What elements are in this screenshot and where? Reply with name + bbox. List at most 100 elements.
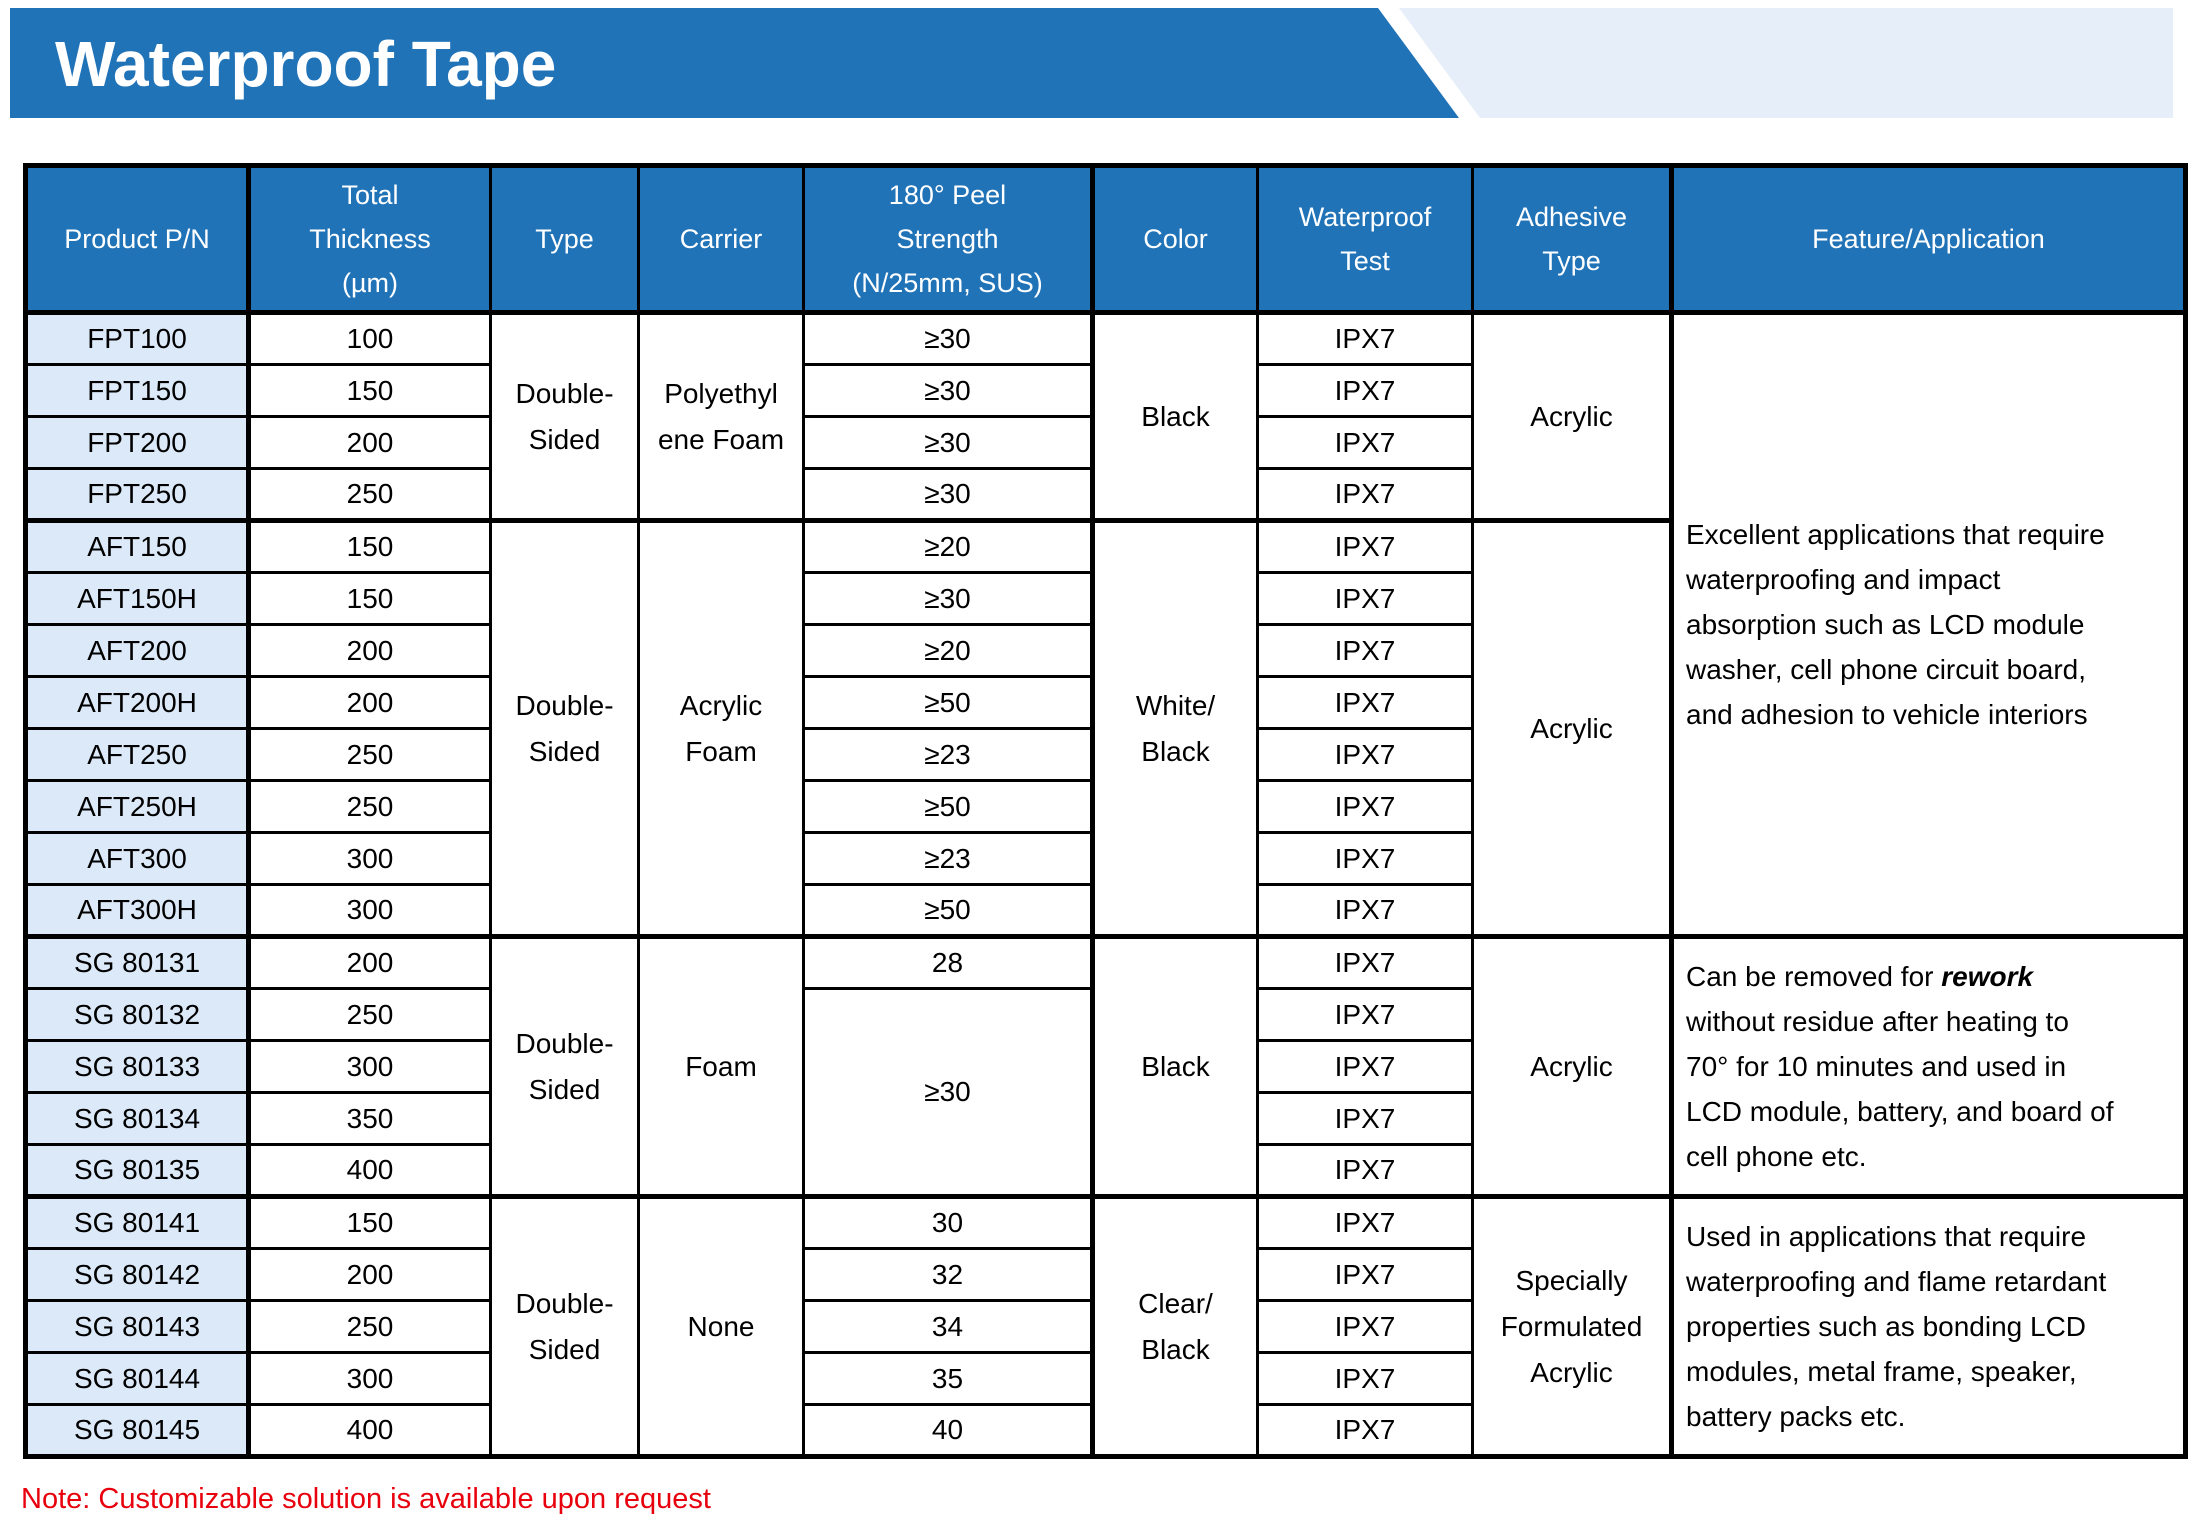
cell-color: Black bbox=[1091, 934, 1259, 1198]
cell-test: IPX7 bbox=[1256, 831, 1474, 886]
cell-test: IPX7 bbox=[1256, 623, 1474, 678]
cell-thickness: 250 bbox=[247, 1299, 492, 1354]
cell-pn: AFT300 bbox=[24, 831, 251, 886]
cell-adhesive: Acrylic bbox=[1471, 518, 1674, 938]
cell-thickness: 250 bbox=[247, 987, 492, 1042]
cell-test: IPX7 bbox=[1256, 934, 1474, 990]
col-header-adhesive-type: Adhesive Type bbox=[1471, 164, 1674, 315]
cell-test: IPX7 bbox=[1256, 1351, 1474, 1406]
col-header-carrier: Carrier bbox=[637, 164, 805, 315]
cell-carrier: Foam bbox=[637, 934, 805, 1198]
cell-test: IPX7 bbox=[1256, 363, 1474, 418]
cell-type: Double- Sided bbox=[489, 1194, 640, 1458]
cell-feature: Excellent applications that require wate… bbox=[1670, 311, 2187, 938]
cell-thickness: 300 bbox=[247, 1039, 492, 1094]
cell-test: IPX7 bbox=[1256, 518, 1474, 574]
cell-test: IPX7 bbox=[1256, 883, 1474, 938]
table-row: SG 80134 350 IPX7 bbox=[24, 1091, 2186, 1146]
table-row: SG 80135 400 IPX7 bbox=[24, 1143, 2186, 1198]
cell-adhesive: Acrylic bbox=[1471, 311, 1674, 522]
table-row: SG 80143 250 34 IPX7 bbox=[24, 1299, 2186, 1354]
cell-color: Black bbox=[1091, 311, 1259, 522]
cell-carrier: Polyethyl ene Foam bbox=[637, 311, 805, 522]
cell-peel: ≥23 bbox=[802, 727, 1095, 782]
cell-test: IPX7 bbox=[1256, 1299, 1474, 1354]
table-row: AFT250H 250 ≥50 IPX7 bbox=[24, 779, 2186, 834]
cell-thickness: 200 bbox=[247, 415, 492, 470]
cell-pn: FPT200 bbox=[24, 415, 251, 470]
cell-pn: SG 80135 bbox=[24, 1143, 251, 1198]
cell-peel: ≥20 bbox=[802, 518, 1095, 574]
cell-peel-merged: ≥30 bbox=[802, 987, 1095, 1198]
cell-pn: AFT300H bbox=[24, 883, 251, 938]
cell-peel: 30 bbox=[802, 1194, 1095, 1250]
cell-thickness: 300 bbox=[247, 831, 492, 886]
note-text: Note: Customizable solution is available… bbox=[21, 1483, 711, 1515]
cell-test: IPX7 bbox=[1256, 1247, 1474, 1302]
cell-type: Double- Sided bbox=[489, 518, 640, 938]
cell-thickness: 250 bbox=[247, 467, 492, 522]
cell-thickness: 100 bbox=[247, 311, 492, 366]
table-row: SG 80131 200 Double- Sided Foam 28 Black… bbox=[24, 934, 2187, 1198]
cell-peel: ≥30 bbox=[802, 415, 1095, 470]
cell-pn: AFT200H bbox=[24, 675, 251, 730]
cell-peel: 34 bbox=[802, 1299, 1095, 1354]
col-header-product-pn: Product P/N bbox=[24, 164, 251, 315]
banner-blue-shape bbox=[10, 8, 1459, 118]
cell-peel: 40 bbox=[802, 1403, 1095, 1458]
table-row: AFT250 250 ≥23 IPX7 bbox=[24, 727, 2186, 782]
cell-pn: AFT250H bbox=[24, 779, 251, 834]
cell-thickness: 150 bbox=[247, 518, 492, 574]
cell-peel: ≥23 bbox=[802, 831, 1095, 886]
table-row: FPT100 100 Double- Sided Polyethyl ene F… bbox=[24, 311, 2187, 938]
table-row: AFT300 300 ≥23 IPX7 bbox=[24, 831, 2186, 886]
cell-test: IPX7 bbox=[1256, 415, 1474, 470]
cell-pn: SG 80144 bbox=[24, 1351, 251, 1406]
banner-accent-shape bbox=[1399, 8, 2173, 118]
table-row: SG 80142 200 32 IPX7 bbox=[24, 1247, 2186, 1302]
cell-pn: SG 80141 bbox=[24, 1194, 251, 1250]
cell-feature: Can be removed for rework without residu… bbox=[1670, 934, 2187, 1198]
cell-pn: FPT250 bbox=[24, 467, 251, 522]
cell-thickness: 400 bbox=[247, 1143, 492, 1198]
cell-thickness: 200 bbox=[247, 623, 492, 678]
cell-peel: ≥30 bbox=[802, 467, 1095, 522]
col-header-peel-strength: 180° Peel Strength (N/25mm, SUS) bbox=[802, 164, 1095, 315]
cell-test: IPX7 bbox=[1256, 1194, 1474, 1250]
cell-pn: SG 80132 bbox=[24, 987, 251, 1042]
cell-carrier: None bbox=[637, 1194, 805, 1458]
cell-pn: SG 80131 bbox=[24, 934, 251, 990]
cell-type: Double- Sided bbox=[489, 311, 640, 522]
cell-thickness: 200 bbox=[247, 1247, 492, 1302]
cell-test: IPX7 bbox=[1256, 311, 1474, 366]
cell-pn: SG 80142 bbox=[24, 1247, 251, 1302]
table-row: SG 80145 400 40 IPX7 bbox=[24, 1403, 2186, 1458]
cell-pn: FPT150 bbox=[24, 363, 251, 418]
table-row: SG 80132 250 ≥30 IPX7 bbox=[24, 987, 2186, 1198]
cell-thickness: 250 bbox=[247, 779, 492, 834]
cell-pn: FPT100 bbox=[24, 311, 251, 366]
col-header-type: Type bbox=[489, 164, 640, 315]
cell-peel: 35 bbox=[802, 1351, 1095, 1406]
cell-pn: SG 80133 bbox=[24, 1039, 251, 1094]
table-row: AFT300H 300 ≥50 IPX7 bbox=[24, 883, 2186, 938]
table-row: SG 80144 300 35 IPX7 bbox=[24, 1351, 2186, 1406]
cell-thickness: 150 bbox=[247, 363, 492, 418]
cell-peel: ≥50 bbox=[802, 883, 1095, 938]
table-row: FPT200 200 ≥30 IPX7 bbox=[24, 415, 2186, 470]
cell-pn: AFT150 bbox=[24, 518, 251, 574]
cell-test: IPX7 bbox=[1256, 727, 1474, 782]
cell-peel: ≥50 bbox=[802, 779, 1095, 834]
page-title: Waterproof Tape bbox=[55, 28, 557, 100]
cell-peel: 32 bbox=[802, 1247, 1095, 1302]
cell-color: White/ Black bbox=[1091, 518, 1259, 938]
title-banner: Waterproof Tape bbox=[10, 8, 2173, 118]
cell-test: IPX7 bbox=[1256, 779, 1474, 834]
col-header-feature: Feature/Application bbox=[1670, 164, 2187, 315]
cell-feature: Used in applications that require waterp… bbox=[1670, 1194, 2187, 1458]
cell-test: IPX7 bbox=[1256, 987, 1474, 1042]
table-row: AFT150 150 Double- Sided Acrylic Foam ≥2… bbox=[24, 518, 2186, 938]
table-row: AFT200H 200 ≥50 IPX7 bbox=[24, 675, 2186, 730]
cell-pn: SG 80145 bbox=[24, 1403, 251, 1458]
